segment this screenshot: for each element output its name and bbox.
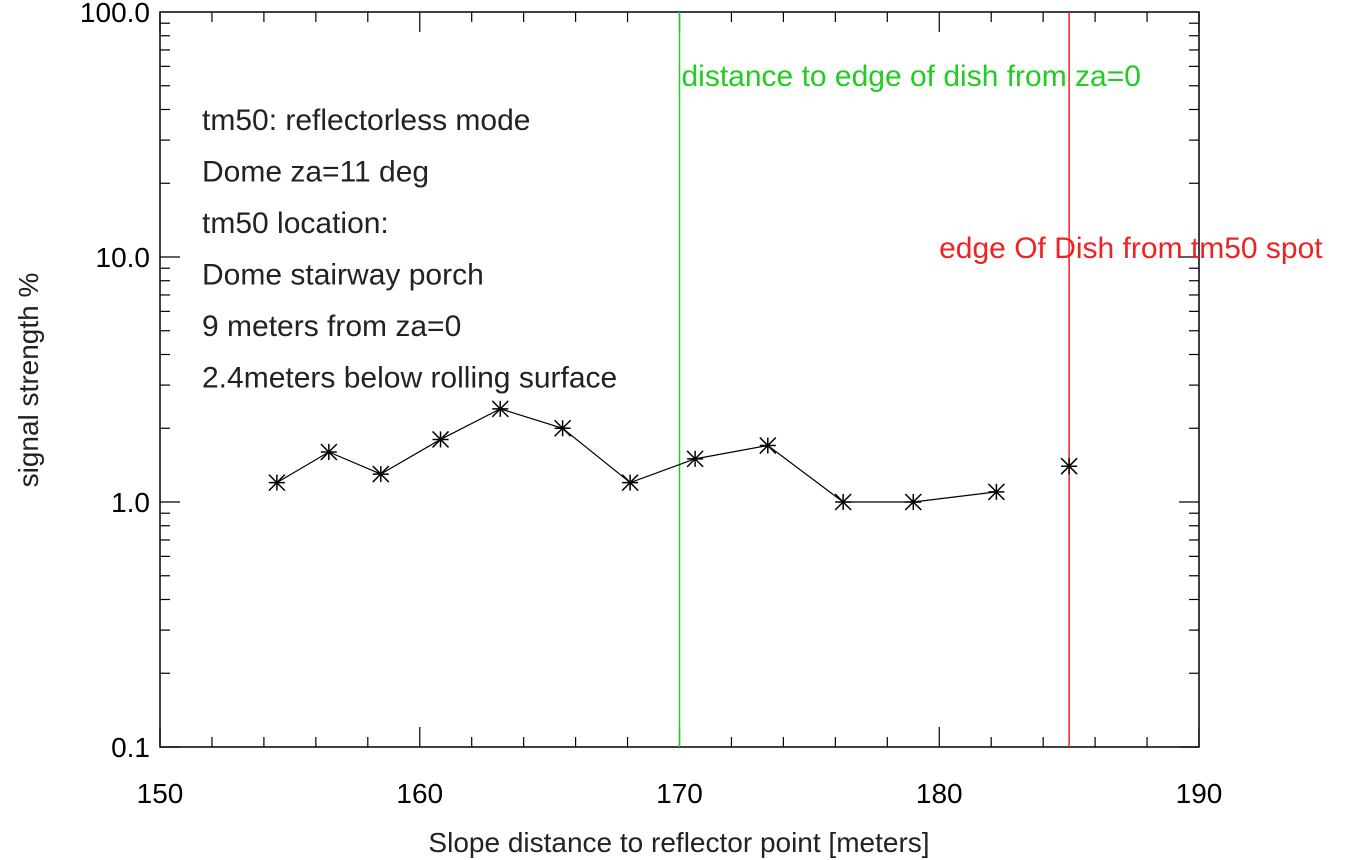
data-point [431, 430, 450, 448]
data-point [987, 483, 1005, 501]
reference-line-label: edge Of Dish from tm50 spot [939, 232, 1323, 265]
annotation-line: Dome za=11 deg [202, 156, 429, 189]
y-axis-label: signal strength % [13, 273, 44, 488]
annotation-line: 2.4meters below rolling surface [202, 362, 617, 395]
data-series [268, 400, 1078, 511]
annotation-line: 9 meters from za=0 [202, 310, 461, 343]
annotation-line: Dome stairway porch [202, 259, 484, 292]
series-line [276, 408, 997, 503]
x-tick-label: 160 [396, 778, 443, 809]
x-tick-label: 170 [656, 778, 703, 809]
data-point [320, 443, 338, 461]
y-tick-label: 100.0 [80, 0, 150, 28]
y-tick-label: 10.0 [96, 242, 151, 273]
data-point [491, 400, 509, 418]
data-point [372, 465, 390, 483]
data-point [1060, 457, 1078, 475]
annotation-line: tm50 location: [202, 207, 389, 240]
x-tick-label: 150 [137, 778, 184, 809]
data-point [268, 474, 286, 492]
data-point [834, 493, 852, 511]
annotations: tm50: reflectorless mode Dome za=11 deg tm… [202, 104, 617, 395]
reference-lines: distance to edge of dish from za=0 edge O… [678, 12, 1323, 747]
x-tick-label: 190 [1176, 778, 1223, 809]
y-tick-label: 0.1 [111, 732, 150, 763]
data-point [554, 419, 572, 437]
data-point [621, 474, 639, 492]
y-tick-label: 1.0 [111, 487, 150, 518]
x-tick-label: 180 [916, 778, 963, 809]
x-axis-label: Slope distance to reflector point [meter… [428, 827, 929, 858]
annotation-line: tm50: reflectorless mode [202, 104, 530, 137]
reference-line-label: distance to edge of dish from za=0 [682, 60, 1141, 93]
data-point [759, 437, 777, 455]
data-point [904, 493, 922, 511]
data-point [686, 450, 704, 468]
